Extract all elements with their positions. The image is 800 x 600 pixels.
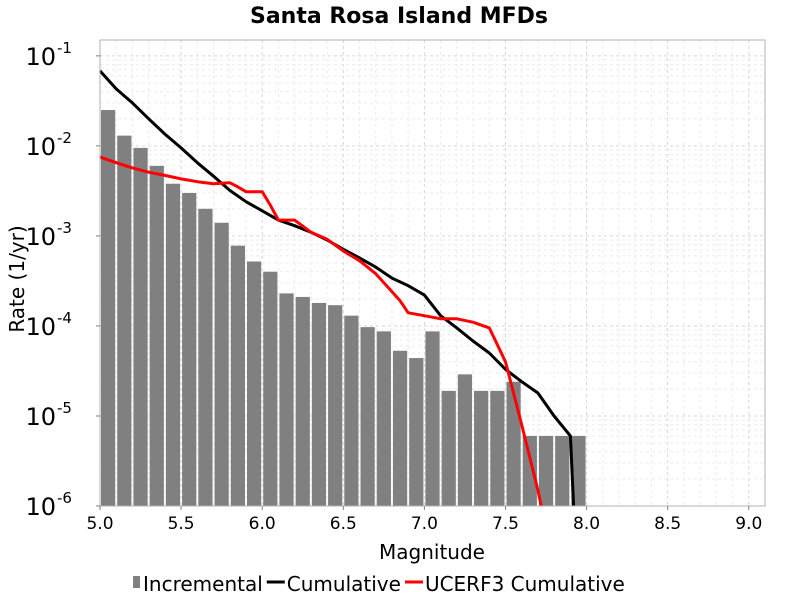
- incremental-bar: [376, 331, 391, 506]
- y-tick-exponent: -5: [57, 399, 72, 417]
- incremental-bar: [392, 350, 408, 506]
- y-tick-exponent: -2: [57, 129, 72, 147]
- legend-label: Incremental: [143, 572, 263, 596]
- incremental-bar: [344, 315, 359, 506]
- incremental-bar: [522, 435, 537, 506]
- incremental-bar: [425, 331, 440, 506]
- incremental-bar: [474, 390, 489, 506]
- incremental-bar: [165, 183, 181, 506]
- y-tick-exponent: -6: [57, 489, 72, 507]
- x-tick-label: 7.0: [411, 514, 438, 534]
- y-tick-label: 10: [25, 493, 56, 521]
- legend-label: UCERF3 Cumulative: [425, 572, 625, 596]
- incremental-bar: [457, 374, 473, 506]
- incremental-bar: [101, 110, 116, 507]
- legend: Incremental Cumulative UCERF3 Cumulative: [133, 572, 625, 596]
- incremental-bar: [198, 208, 213, 507]
- x-tick-label: 9.0: [735, 514, 762, 534]
- incremental-bar: [230, 245, 245, 506]
- x-tick-label: 6.0: [249, 514, 276, 534]
- incremental-bars: [101, 110, 586, 507]
- ucerf3-cumulative-line: [99, 155, 543, 507]
- legend-label: Cumulative: [287, 572, 401, 596]
- plot-border: [99, 39, 766, 507]
- x-tick-label: 8.5: [654, 514, 681, 534]
- incremental-bar: [311, 302, 327, 506]
- incremental-bar: [571, 435, 586, 506]
- incremental-bar: [538, 435, 554, 506]
- x-axis-label: Magnitude: [379, 540, 485, 564]
- legend-swatch-incremental: [133, 576, 140, 588]
- incremental-bar: [149, 165, 164, 506]
- y-axis-ticks: 10-610-510-410-310-210-1: [25, 39, 100, 521]
- incremental-bar: [214, 222, 229, 506]
- incremental-bar: [279, 293, 294, 506]
- incremental-bar: [555, 435, 570, 506]
- x-tick-label: 8.0: [573, 514, 600, 534]
- incremental-bar: [409, 358, 424, 506]
- x-tick-label: 7.5: [492, 514, 519, 534]
- y-axis-label: Rate (1/yr): [5, 225, 29, 332]
- y-tick-label: 10: [25, 133, 56, 161]
- incremental-bar: [441, 390, 456, 506]
- incremental-bar: [328, 305, 343, 506]
- x-tick-label: 5.0: [86, 514, 113, 534]
- incremental-bar: [506, 381, 521, 506]
- incremental-bar: [182, 192, 197, 506]
- x-tick-label: 5.5: [168, 514, 195, 534]
- y-tick-label: 10: [25, 313, 56, 341]
- x-axis-ticks: 5.0 5.5 6.0 6.5 7.0 7.5 8.0 8.5 9.0: [86, 506, 762, 534]
- y-tick-exponent: -3: [57, 219, 72, 237]
- incremental-bar: [490, 390, 505, 506]
- incremental-bar: [246, 261, 262, 506]
- y-tick-label: 10: [25, 223, 56, 251]
- incremental-bar: [263, 271, 278, 506]
- incremental-bar: [133, 147, 148, 506]
- y-tick-exponent: -1: [57, 39, 72, 57]
- y-tick-label: 10: [25, 43, 56, 71]
- incremental-bar: [360, 327, 375, 506]
- y-tick-exponent: -4: [57, 309, 72, 327]
- incremental-bar: [117, 135, 132, 507]
- chart-title: Santa Rosa Island MFDs: [250, 4, 548, 29]
- y-tick-label: 10: [25, 403, 56, 431]
- incremental-bar: [295, 296, 310, 506]
- x-tick-label: 6.5: [330, 514, 357, 534]
- cumulative-lines: [98, 69, 576, 507]
